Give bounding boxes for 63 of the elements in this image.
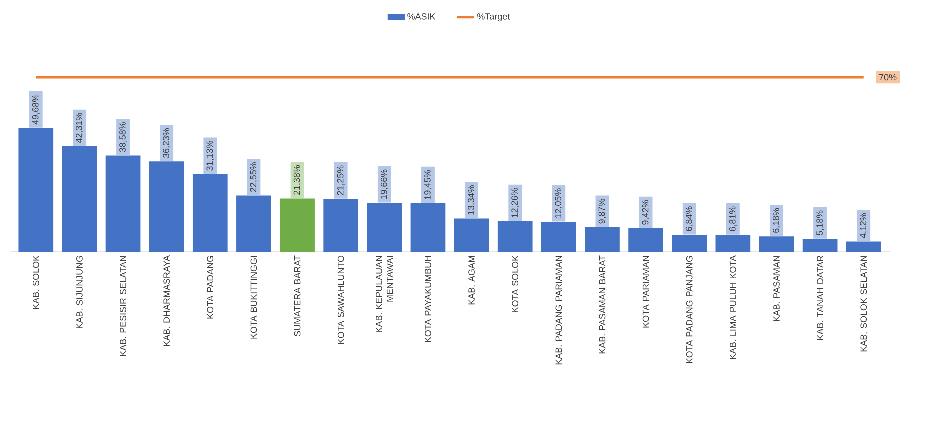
x-tick-label: KOTA BUKITTINGGI: [250, 256, 258, 339]
data-label: 13,34%: [468, 185, 476, 215]
x-tick-label: KAB. SOLOK SELATAN: [860, 256, 868, 352]
data-label: 9,42%: [642, 200, 650, 225]
x-tick-label: KOTA PARIAMAN: [642, 256, 650, 328]
x-tick-label: KAB. PASAMAN: [774, 256, 780, 322]
data-label: 6,81%: [729, 206, 737, 232]
x-tick-label: KOTA PADANG PANJANG: [686, 256, 693, 364]
data-label: 70%: [880, 74, 897, 81]
data-label: 21,38%: [294, 165, 302, 196]
data-label: 49,68%: [32, 94, 40, 125]
x-tick-label: KAB. PASAMAN BARAT: [599, 256, 606, 354]
legend-label: %Target: [478, 14, 510, 22]
bar: [759, 236, 794, 252]
data-label: 42,31%: [76, 113, 84, 144]
x-tick-label: KOTA PAYAKUMBUH: [425, 256, 432, 342]
x-tick-label: KAB. DHARMASRAYA: [164, 256, 170, 346]
data-label: 31,13%: [206, 141, 214, 171]
bar: [236, 196, 272, 252]
x-tick-label: KOTA PADANG: [207, 256, 214, 319]
data-label: 6,84%: [686, 206, 694, 232]
bar: [541, 222, 576, 252]
x-tick-label: KOTA SOLOK: [512, 256, 519, 312]
bar: [454, 218, 490, 252]
data-label: 36,23%: [163, 128, 171, 158]
legend-label: %ASIK: [408, 14, 436, 20]
data-label: 38,58%: [120, 122, 127, 152]
bar: [192, 174, 228, 252]
bar: [324, 199, 359, 252]
x-tick-label: KAB. PADANG PARIAMAN: [556, 256, 562, 365]
x-tick-label: KOTA SAWAHLUNTO: [338, 256, 344, 344]
bar: [149, 162, 184, 252]
bar: [18, 128, 54, 252]
bar: [106, 156, 141, 252]
x-tick-label: KAB. AGAM: [468, 256, 475, 305]
data-label: 6,18%: [773, 208, 780, 233]
data-label: 22,55%: [250, 162, 258, 192]
bar: [62, 146, 98, 252]
data-label: 12,05%: [555, 188, 563, 218]
bar: [716, 235, 751, 252]
x-tick-label: KAB. SOLOK: [32, 256, 40, 310]
x-tick-label: KAB. LIMA PULUH KOTA: [730, 256, 736, 360]
x-tick-label: SUMATERA BARAT: [294, 256, 301, 336]
bar: [628, 228, 664, 252]
x-tick-label: KAB. SIJUNJUNG: [76, 256, 83, 329]
x-tick-label: KAB. PESISIR SELATAN: [120, 256, 126, 356]
bar: [410, 204, 446, 252]
bar: [280, 198, 315, 252]
data-label: 5,18%: [816, 210, 824, 236]
data-label: 19,45%: [424, 170, 432, 200]
bar: [846, 242, 882, 252]
x-tick-label: KAB. KEPULAUAN MENTAWAI: [376, 256, 394, 333]
data-label: 21,25%: [337, 166, 345, 196]
data-label: 9,87%: [598, 199, 606, 224]
data-label: 4,12%: [860, 213, 868, 238]
bar: [672, 234, 708, 252]
x-tick-label: KAB. TANAH DATAR: [817, 256, 824, 340]
bar: [585, 227, 620, 252]
bar: [367, 202, 402, 252]
bar: [802, 239, 838, 252]
bar: [498, 221, 533, 252]
data-label: 12,26%: [512, 188, 520, 218]
data-label: 19,66%: [380, 170, 388, 200]
